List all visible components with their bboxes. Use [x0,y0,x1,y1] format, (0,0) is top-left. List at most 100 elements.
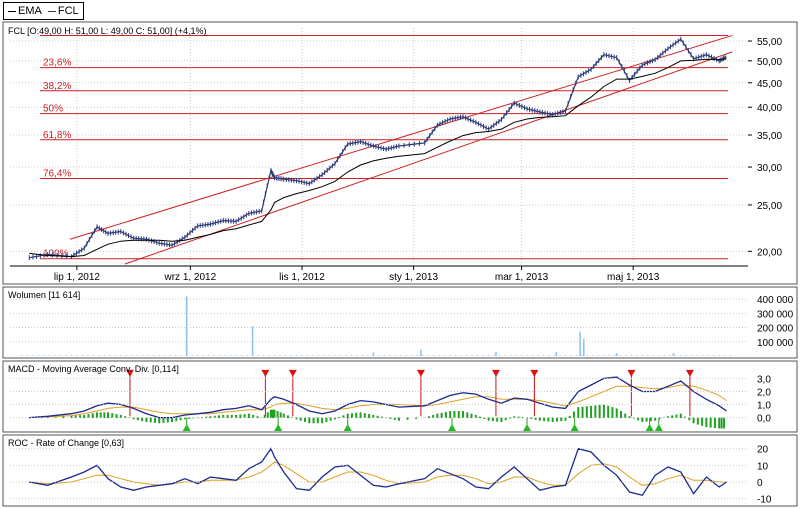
macd-histogram-bar [457,411,460,419]
sell-signal-marker [491,369,500,377]
macd-histogram-bar [372,414,375,419]
macd-histogram-bar [543,417,546,422]
macd-histogram-bar [389,417,392,419]
buy-signal-marker [645,424,654,431]
macd-histogram-bar [132,417,135,420]
sell-signal-marker [685,369,694,377]
macd-histogram-bar [62,416,65,419]
sell-signal-marker [125,369,134,377]
roc-axis: -10 0 10 20 [10,445,772,506]
macd-histogram-bar [368,414,371,419]
macd-histogram-bar [619,411,622,419]
price-tick-label: 35,00 [757,131,782,142]
macd-histogram-bar [720,417,723,429]
roc-tick-label: 20 [757,445,769,456]
macd-histogram-bar [590,405,593,419]
macd-histogram-bar [153,417,156,423]
x-tick-label: lip 1, 2012 [54,272,101,283]
macd-histogram-bar [338,417,341,419]
macd-histogram-bar [256,416,259,419]
macd-histogram-bar [406,417,409,420]
legend-label-ema: EMA [18,5,42,17]
macd-histogram-bar [675,414,678,419]
macd-tick-label: 1,0 [757,401,771,412]
macd-histogram-bar [359,412,362,419]
macd-histogram-bar [692,417,695,424]
macd-histogram-bar [547,417,550,422]
macd-histogram-bar [496,417,499,422]
macd-histogram-bar [376,415,379,419]
macd-histogram-bar [308,417,311,424]
macd-histogram-bar [555,417,558,422]
macd-line [29,376,727,419]
macd-histogram-bar [171,417,174,422]
legend-line-ema [8,10,16,12]
macd-histogram-bar [598,404,601,419]
roc-tick-label: 0 [757,478,763,489]
macd-histogram-bar [279,412,282,419]
legend-item-fcl: FCL [47,5,79,17]
macd-histogram-bar [124,416,127,419]
macd-histogram-bar [276,411,279,419]
macd-histogram-bar [581,406,584,419]
macd-histogram-bar [188,417,191,419]
macd-histogram-bar [271,409,274,419]
macd-histogram-bar [602,404,605,419]
volume-panel [2,286,798,359]
macd-histogram-bar [415,417,418,419]
price-tick-label: 55,00 [757,37,782,48]
price-tick-label: 40,00 [757,103,782,114]
price-tick-label: 25,00 [757,201,782,212]
price-axis: 20,00 25,00 30,00 35,00 40,00 45,00 50,00 55,00 [748,37,782,258]
macd-histogram-bar [312,417,315,424]
x-tick-label: mar 1, 2013 [495,272,549,283]
macd-histogram-bar [624,413,627,419]
macd-histogram-bar [96,412,99,419]
macd-histogram-bar [222,414,225,419]
volume-tick-label: 100 000 [757,338,794,349]
macd-histogram-bar [128,417,131,419]
macd-histogram-bar [427,416,430,419]
macd-histogram-bar [637,417,640,421]
macd-histogram-bar [196,417,199,419]
macd-histogram-bar [444,411,447,419]
macd-histogram-bar [577,407,580,419]
macd-histogram-bar [141,417,144,422]
macd-histogram-bar [585,406,588,419]
macd-histogram-bar [573,411,576,419]
fib-label: 50% [43,104,63,115]
macd-histogram-bar [269,409,272,419]
macd-histogram-bar [342,415,345,419]
macd-histogram-bar [252,414,255,419]
sell-signal-marker [416,369,425,377]
macd-histogram-bar [462,411,465,419]
macd-histogram-bar [136,417,139,421]
macd-histogram-bar [453,411,456,419]
macd-histogram-bar [705,417,708,428]
macd-histogram-bar [662,417,665,419]
macd-histogram-bar [209,416,212,419]
macd-histogram-bar [286,415,289,419]
macd-histogram-bar [397,417,400,421]
roc-line [29,447,727,497]
buy-signal-marker [343,424,352,431]
x-tick-label: lis 1, 2012 [279,272,325,283]
roc-tick-label: 10 [757,461,769,472]
macd-tick-label: 3,0 [757,374,771,385]
macd-histogram-bar [99,412,102,419]
sell-signal-marker [530,369,539,377]
macd-histogram-bar [166,417,169,423]
macd-histogram-bar [487,417,490,421]
fib-label: 61,8% [43,130,71,141]
fib-label: 76,4% [43,168,71,179]
macd-series [28,369,727,431]
macd-histogram-bar [145,417,148,422]
price-tick-label: 30,00 [757,163,782,174]
macd-histogram-bar [380,416,383,419]
price-panel-header: FCL [O:49,00 H: 51,00 L: 49,00 C: 51,00]… [8,26,207,36]
macd-panel-header: MACD - Moving Average Conv. Div. [0,114] [8,364,179,374]
macd-histogram-bar [645,417,648,422]
price-tick-label: 45,00 [757,79,782,90]
legend-label-fcl: FCL [57,5,79,17]
